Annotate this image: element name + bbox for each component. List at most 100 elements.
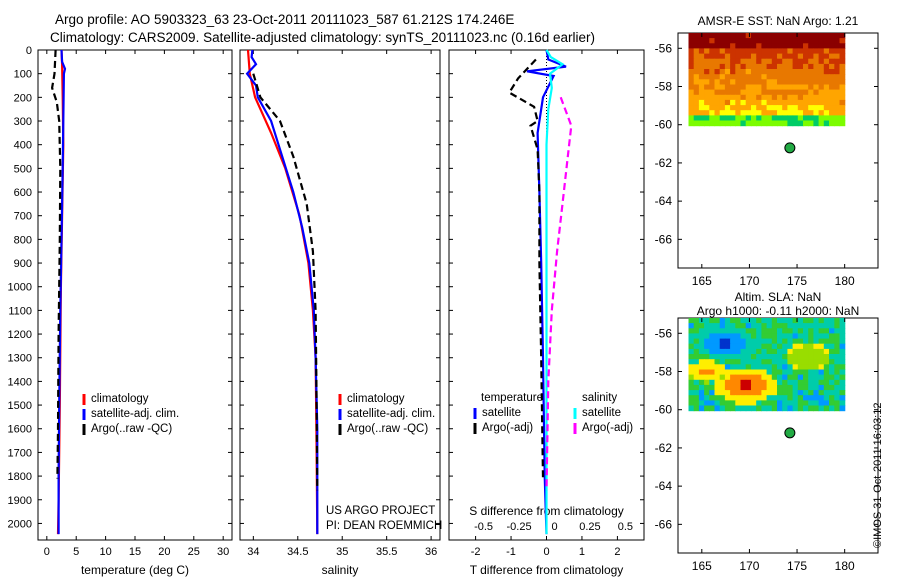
- map-cell-sla-map: [698, 343, 705, 350]
- map-cell-sst-map: [813, 38, 820, 44]
- map-cell-sst-map: [818, 63, 825, 70]
- map-title-sst: AMSR-E SST: NaN Argo: 1.21: [698, 14, 859, 28]
- map-cell-sst-map: [803, 120, 809, 127]
- map-cell-sst-map: [719, 74, 726, 80]
- map-cell-sla-map: [704, 400, 710, 407]
- map-cell-sst-map: [792, 110, 799, 116]
- map-cell-sla-map: [787, 364, 794, 370]
- legend-label-salinity: satellite-adj. clim.: [347, 408, 435, 420]
- map-cell-sla-map: [823, 328, 830, 334]
- map-cell-sla-map: [745, 328, 752, 334]
- s-diff-tick-label: 0.25: [579, 521, 600, 533]
- map-cell-sst-map: [704, 63, 710, 70]
- map-cell-sst-map: [714, 84, 721, 91]
- map-cell-sst-map: [698, 63, 705, 70]
- map-cell-sst-map: [808, 33, 814, 39]
- map-cell-sst-map: [704, 33, 710, 39]
- map-cell-sst-map: [792, 120, 799, 127]
- map-cell-sst-map: [698, 58, 705, 65]
- map-cell-sla-map: [740, 343, 747, 350]
- map-cell-sla-map: [724, 354, 731, 360]
- map-cell-sla-map: [751, 369, 757, 376]
- map-cell-sla-map: [735, 364, 742, 370]
- map-cell-sla-map: [709, 343, 716, 350]
- map-x-tick-label: 180: [835, 559, 855, 573]
- map-cell-sla-map: [787, 323, 794, 329]
- map-cell-sla-map: [693, 318, 700, 324]
- map-cell-sla-map: [709, 323, 716, 329]
- map-cell-sst-map: [797, 43, 804, 49]
- map-cell-sst-map: [761, 43, 768, 49]
- map-cell-sst-map: [688, 115, 695, 122]
- map-cell-sla-map: [834, 328, 841, 334]
- map-cell-sla-map: [834, 354, 841, 360]
- map-cell-sla-map: [724, 390, 731, 396]
- y-tick-label: 300: [14, 116, 32, 128]
- map-cell-sst-map: [766, 89, 773, 96]
- map-cell-sst-map: [818, 43, 825, 49]
- x-axis-label-salinity: salinity: [322, 563, 359, 577]
- map-cell-sla-map: [704, 379, 710, 386]
- map-cell-sla-map: [735, 384, 742, 391]
- map-cell-sst-map: [751, 38, 757, 44]
- x-tick-label-temperature: 25: [188, 546, 200, 558]
- map-cell-sla-map: [777, 400, 783, 407]
- map-cell-sst-map: [766, 115, 773, 122]
- map-cell-sla-map: [724, 395, 731, 401]
- map-cell-sst-map: [808, 69, 814, 75]
- map-cell-sla-map: [787, 348, 794, 355]
- map-cell-sla-map: [813, 405, 820, 412]
- map-cell-sst-map: [782, 58, 788, 65]
- map-cell-sla-map: [839, 338, 846, 345]
- map-cell-sla-map: [792, 379, 799, 386]
- map-cell-sst-map: [751, 69, 757, 75]
- map-cell-sst-map: [829, 94, 835, 101]
- map-cell-sst-map: [745, 110, 752, 116]
- map-cell-sst-map: [782, 63, 788, 70]
- map-cell-sla-map: [813, 384, 820, 391]
- map-cell-sst-map: [745, 33, 752, 39]
- map-cell-sla-map: [834, 384, 841, 391]
- map-cell-sst-map: [745, 43, 752, 49]
- map-cell-sst-map: [771, 120, 778, 127]
- map-cell-sla-map: [787, 384, 794, 391]
- map-cell-sst-map: [787, 110, 794, 116]
- map-cell-sst-map: [745, 38, 752, 44]
- project-annotation: US ARGO PROJECT: [326, 505, 435, 517]
- map-cell-sst-map: [735, 33, 742, 39]
- map-cell-sla-map: [766, 405, 773, 412]
- map-cell-sst-map: [704, 120, 710, 127]
- map-cell-sst-map: [724, 115, 731, 122]
- map-cell-sla-map: [834, 343, 841, 350]
- map-cell-sst-map: [751, 89, 757, 96]
- map-cell-sst-map: [777, 58, 783, 65]
- map-cell-sst-map: [719, 94, 726, 101]
- map-cell-sla-map: [761, 333, 768, 340]
- map-title-sla-line2: Argo h1000: -0.11 h2000: NaN: [697, 304, 860, 318]
- map-cell-sst-map: [714, 79, 721, 85]
- map-cell-sst-map: [834, 115, 841, 122]
- map-cell-sla-map: [787, 328, 794, 334]
- map-cell-sst-map: [834, 84, 841, 91]
- map-cell-sla-map: [839, 364, 846, 370]
- map-cell-sla-map: [766, 318, 773, 324]
- map-cell-sla-map: [730, 384, 736, 391]
- map-cell-sst-map: [823, 63, 830, 70]
- map-cell-sla-map: [787, 374, 794, 381]
- map-cell-sst-map: [698, 53, 705, 60]
- map-cell-sla-map: [777, 323, 783, 329]
- map-cell-sla-map: [803, 364, 809, 370]
- map-cell-sst-map: [782, 48, 788, 55]
- y-tick-label: 100: [14, 69, 32, 81]
- map-cell-sst-map: [730, 94, 736, 101]
- map-cell-sla-map: [792, 333, 799, 340]
- map-cell-sla-map: [709, 400, 716, 407]
- map-cell-sst-map: [698, 79, 705, 85]
- map-cell-sst-map: [787, 33, 794, 39]
- map-cell-sla-map: [823, 405, 830, 412]
- map-cell-sla-map: [740, 354, 747, 360]
- map-cell-sla-map: [792, 395, 799, 401]
- map-cell-sst-map: [735, 43, 742, 49]
- map-cell-sla-map: [756, 348, 762, 355]
